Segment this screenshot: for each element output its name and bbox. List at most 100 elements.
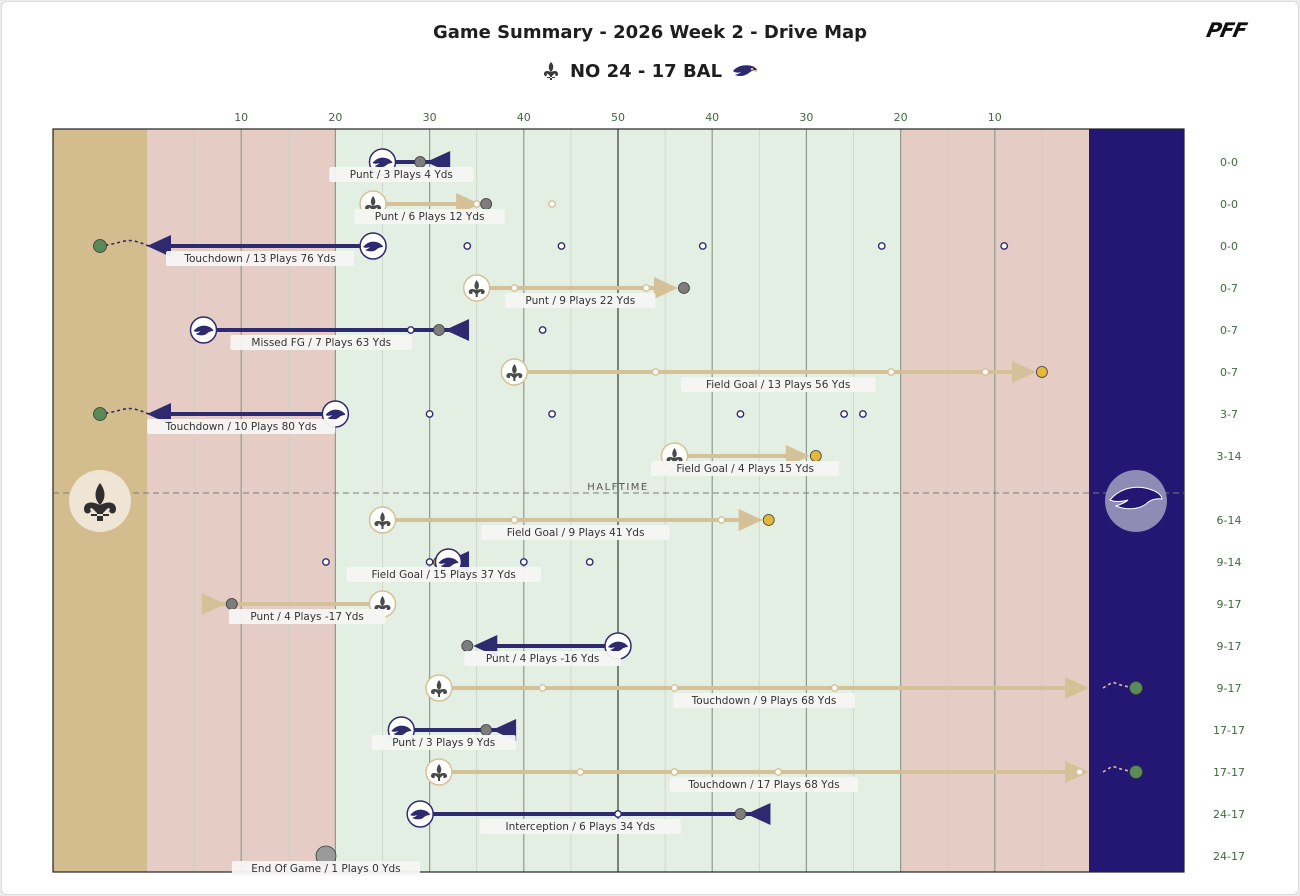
saints-badge (500, 358, 529, 386)
drive-label-bg (147, 419, 336, 434)
play-marker (557, 242, 566, 250)
x-axis-tick-label: 20 (894, 111, 908, 124)
drive-label-bg (651, 461, 840, 476)
drive-label-bg (230, 335, 413, 350)
play-marker (774, 768, 783, 776)
drive-arrowhead (445, 319, 470, 341)
drive-label: Punt / 3 Plays 9 Yds (392, 737, 495, 749)
drive-label: Punt / 3 Plays 4 Yds (350, 169, 453, 181)
drive-end-marker (414, 156, 427, 168)
play-marker (406, 326, 415, 334)
drive-label: Punt / 9 Plays 22 Yds (525, 295, 635, 307)
drive-end-marker (433, 324, 445, 336)
drive-label-bg (481, 525, 670, 540)
saints-fleur-de-lis-icon (374, 512, 391, 529)
ravens-badge (359, 232, 387, 260)
drive-score: 3-14 (1217, 450, 1242, 463)
drive-label: Field Goal / 9 Plays 41 Yds (507, 527, 645, 539)
play-marker (877, 242, 886, 250)
drive-score: 17-17 (1213, 766, 1245, 779)
drive-label: Missed FG / 7 Plays 63 Yds (251, 337, 391, 349)
drive-end-marker (480, 724, 493, 736)
drive-score: 0-0 (1220, 198, 1238, 211)
play-marker (510, 516, 519, 524)
score-row: NO 24 - 17 BAL (0, 56, 1300, 86)
play-marker (548, 410, 556, 418)
touchdown-path (1102, 681, 1137, 689)
drive-label: Touchdown / 13 Plays 76 Yds (183, 253, 335, 265)
ravens-logo-icon (391, 725, 412, 736)
play-marker (614, 810, 622, 818)
drive-label: Punt / 4 Plays -17 Yds (250, 611, 364, 623)
drive-score: 24-17 (1213, 808, 1245, 821)
drive-label: Field Goal / 4 Plays 15 Yds (676, 463, 814, 475)
drive-label-bg (231, 861, 421, 876)
chart-title: Game Summary - 2026 Week 2 - Drive Map (432, 22, 868, 43)
halftime-label: HALFTIME (587, 482, 649, 493)
play-marker (472, 200, 481, 208)
ravens-logo-icon (1109, 486, 1163, 510)
drive-label-bg (346, 567, 541, 582)
drive-label-bg (329, 167, 474, 182)
drive-arrowhead (201, 593, 226, 615)
drive-arrowhead (147, 235, 171, 257)
drive-score: 3-7 (1220, 408, 1238, 421)
drive-end-marker (734, 808, 747, 820)
drive-arrowhead (1011, 361, 1036, 383)
drive-arrowhead (653, 277, 678, 299)
saints-fleur-de-lis-icon (84, 483, 116, 521)
drive-label-bg (165, 251, 355, 266)
saints-fleur-de-lis-icon (468, 280, 485, 297)
play-marker (463, 242, 472, 250)
play-marker (859, 410, 867, 418)
drive-score: 0-7 (1220, 366, 1238, 379)
x-axis-tick-label: 30 (799, 111, 813, 124)
drive-score: 9-17 (1217, 682, 1242, 695)
play-marker (698, 242, 707, 250)
saints-fleur-de-lis-icon (506, 364, 523, 381)
play-marker (840, 410, 848, 418)
play-marker (830, 684, 839, 692)
play-marker (538, 326, 547, 334)
play-marker (576, 768, 585, 776)
ravens-logo-icon (325, 409, 346, 420)
play-marker (510, 284, 519, 292)
play-marker (887, 368, 896, 376)
drive-label: Punt / 6 Plays 12 Yds (375, 211, 485, 223)
drive-label: Touchdown / 9 Plays 68 Yds (691, 695, 837, 707)
ravens-badge (189, 316, 218, 344)
drive-end-marker (678, 282, 690, 294)
drive-label-bg (228, 609, 386, 624)
ravens-logo-icon (372, 157, 393, 168)
x-axis-tick-label: 10 (234, 111, 248, 124)
play-marker (717, 516, 726, 524)
saints-fleur-de-lis-icon (542, 61, 560, 81)
drive-label: Touchdown / 10 Plays 80 Yds (165, 421, 317, 433)
drive-score: 0-7 (1220, 324, 1238, 337)
touchdown-path (99, 239, 150, 247)
drive-end-marker (225, 598, 238, 610)
drive-end-marker (480, 198, 493, 210)
drive-arrowhead (738, 509, 763, 531)
ravens-logo-icon (410, 809, 431, 820)
ravens-logo-icon (732, 62, 759, 80)
final-score: NO 24 - 17 BAL (569, 60, 723, 82)
drive-label: End Of Game / 1 Plays 0 Yds (251, 863, 400, 875)
play-marker (425, 558, 434, 566)
play-marker (548, 200, 556, 208)
saints-badge (368, 506, 397, 534)
play-marker (651, 368, 660, 376)
saints-badge (425, 674, 453, 702)
drive-score: 9-17 (1217, 640, 1242, 653)
drive-label-bg (673, 693, 855, 708)
touchdown-marker (93, 239, 107, 253)
saints-badge (462, 274, 491, 302)
play-marker (425, 410, 434, 418)
ravens-logo-icon (363, 241, 384, 252)
x-axis-tick-label: 40 (705, 111, 719, 124)
drive-label: Touchdown / 17 Plays 68 Yds (687, 779, 839, 791)
play-marker (642, 284, 651, 292)
drive-score: 0-0 (1220, 240, 1238, 253)
play-marker (670, 768, 679, 776)
